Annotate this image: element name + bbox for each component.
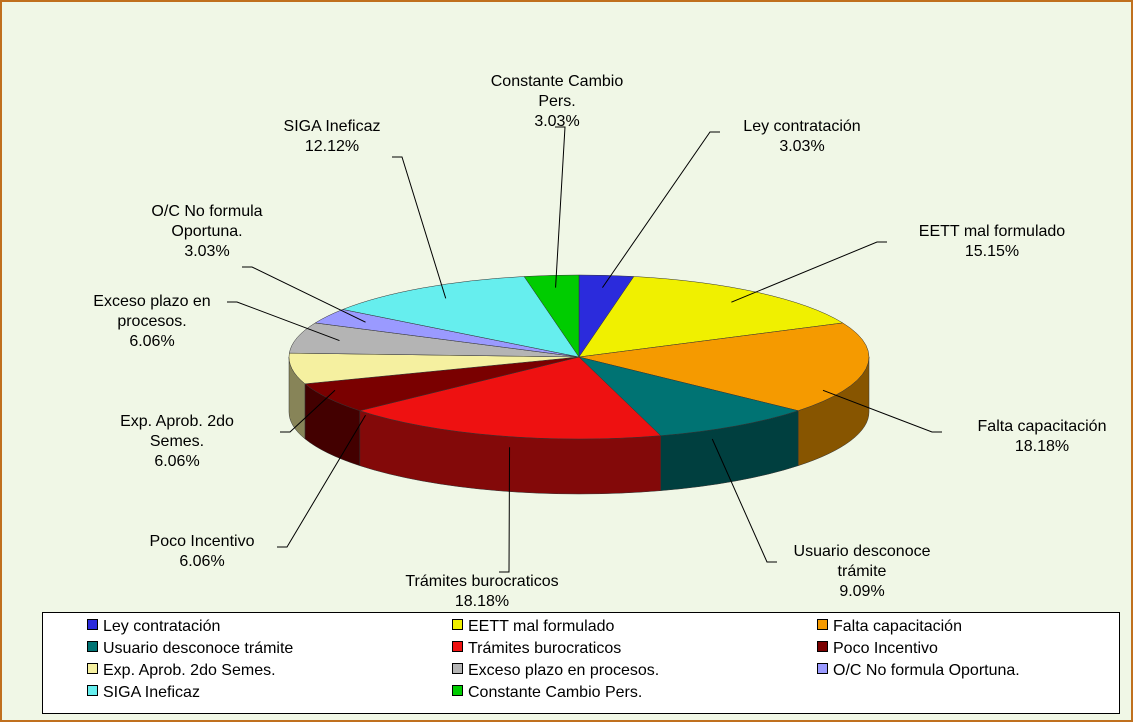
label-name: Poco Incentivo — [149, 533, 255, 550]
legend-swatch — [452, 619, 463, 630]
leader-line — [392, 156, 447, 299]
label-name: O/C No formula Oportuna. — [151, 203, 263, 240]
data-label: Exp. Aprob. 2do Semes. 6.06% — [102, 412, 252, 472]
legend-label: Ley contratación — [103, 618, 221, 635]
leader-line — [280, 389, 336, 433]
leader-line — [499, 447, 511, 573]
pie-slice — [578, 356, 800, 436]
pie-slice — [578, 276, 844, 358]
legend-swatch — [87, 619, 98, 630]
label-value: 6.06% — [129, 333, 175, 350]
label-value: 3.03% — [779, 138, 825, 155]
legend-swatch — [87, 685, 98, 696]
label-name: SIGA Ineficaz — [283, 118, 381, 135]
data-label: Ley contratación 3.03% — [727, 117, 877, 157]
legend-entry: Exceso plazo en procesos. — [452, 662, 659, 680]
legend-label: Trámites burocraticos — [468, 640, 622, 657]
label-name: Falta capacitación — [977, 418, 1107, 435]
data-label: Falta capacitación 18.18% — [957, 417, 1127, 457]
leader-line — [602, 131, 720, 288]
data-label: Trámites burocraticos 18.18% — [382, 572, 582, 612]
label-value: 18.18% — [1014, 438, 1070, 455]
data-label: Exceso plazo en procesos. 6.06% — [67, 292, 237, 352]
legend-entry: Poco Incentivo — [817, 640, 938, 658]
label-value: 6.06% — [154, 453, 200, 470]
legend-swatch — [87, 641, 98, 652]
legend-label: Exp. Aprob. 2do Semes. — [103, 662, 276, 679]
legend-entry: Constante Cambio Pers. — [452, 684, 642, 702]
label-value: 18.18% — [454, 593, 510, 610]
data-label: Usuario desconoce trámite 9.09% — [777, 542, 947, 602]
label-name: EETT mal formulado — [918, 223, 1066, 240]
label-value: 3.03% — [534, 113, 580, 130]
data-label: SIGA Ineficaz 12.12% — [267, 117, 397, 157]
label-value: 12.12% — [304, 138, 360, 155]
legend-label: Constante Cambio Pers. — [468, 684, 643, 701]
legend-entry: Falta capacitación — [817, 618, 962, 636]
legend-entry: Usuario desconoce trámite — [87, 640, 293, 658]
legend-swatch — [87, 663, 98, 674]
label-value: 9.09% — [839, 583, 885, 600]
legend: Ley contratación EETT mal formulado Falta … — [42, 612, 1120, 714]
leader-line — [555, 126, 566, 288]
label-value: 15.15% — [964, 243, 1020, 260]
pie-slice — [341, 276, 580, 358]
pie-slice — [578, 322, 870, 411]
legend-entry: EETT mal formulado — [452, 618, 614, 636]
data-label: Constante Cambio Pers. 3.03% — [482, 72, 632, 132]
label-name: Ley contratación — [743, 118, 861, 135]
legend-label: Usuario desconoce trámite — [103, 640, 294, 657]
label-name: Usuario desconoce trámite — [793, 543, 931, 580]
pie-slice — [523, 274, 580, 358]
label-name: Exp. Aprob. 2do Semes. — [120, 413, 234, 450]
label-value: 6.06% — [179, 553, 225, 570]
legend-label: O/C No formula Oportuna. — [833, 662, 1020, 679]
legend-entry: Ley contratación — [87, 618, 220, 636]
data-label: Poco Incentivo 6.06% — [127, 532, 277, 572]
label-value: 3.03% — [184, 243, 230, 260]
leader-line — [277, 414, 366, 548]
label-name: Trámites burocraticos — [405, 573, 559, 590]
leader-line — [711, 438, 777, 563]
legend-swatch — [452, 663, 463, 674]
legend-label: EETT mal formulado — [468, 618, 615, 635]
leader-line — [242, 266, 366, 323]
legend-label: Exceso plazo en procesos. — [468, 662, 660, 679]
legend-swatch — [817, 663, 828, 674]
legend-swatch — [817, 619, 828, 630]
legend-entry: Exp. Aprob. 2do Semes. — [87, 662, 276, 680]
legend-label: Falta capacitación — [833, 618, 962, 635]
label-name: Exceso plazo en procesos. — [93, 293, 211, 330]
pie-slice — [358, 356, 662, 440]
legend-swatch — [817, 641, 828, 652]
legend-swatch — [452, 641, 463, 652]
label-name: Constante Cambio Pers. — [490, 73, 624, 110]
legend-label: Poco Incentivo — [833, 640, 938, 657]
leader-line — [822, 389, 942, 433]
legend-entry: O/C No formula Oportuna. — [817, 662, 1020, 680]
leader-line — [227, 301, 340, 342]
legend-label: SIGA Ineficaz — [103, 684, 200, 701]
leader-line — [731, 241, 887, 303]
data-label: EETT mal formulado 15.15% — [882, 222, 1102, 262]
legend-entry: SIGA Ineficaz — [87, 684, 200, 702]
legend-entry: Trámites burocraticos — [452, 640, 621, 658]
data-label: O/C No formula Oportuna. 3.03% — [127, 202, 287, 262]
legend-swatch — [452, 685, 463, 696]
